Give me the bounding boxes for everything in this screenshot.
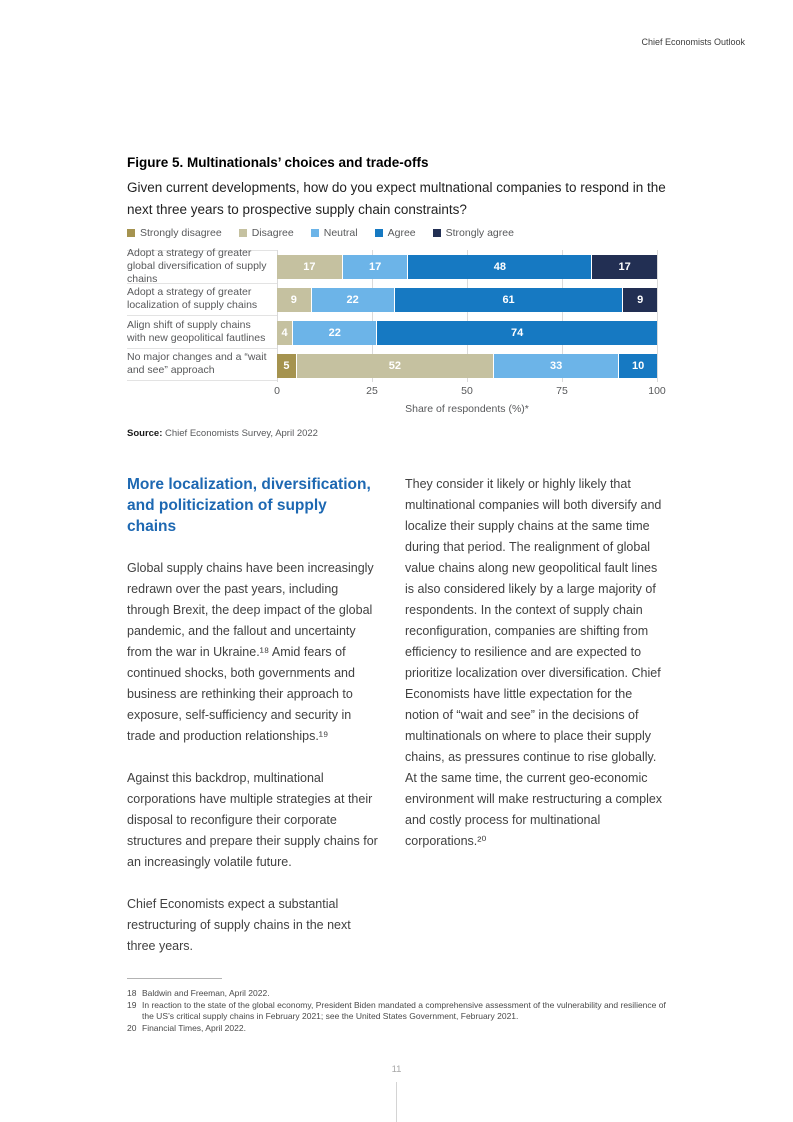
footnote-text: Baldwin and Freeman, April 2022.	[142, 988, 270, 998]
bar-row: 5 52 33 10	[277, 349, 657, 382]
legend-label: Neutral	[323, 227, 358, 239]
chart-row-label: Adopt a strategy of greater localization…	[127, 284, 277, 316]
bar-row: 4 22 74	[277, 316, 657, 349]
chart-row-label: Adopt a strategy of greater global diver…	[127, 247, 277, 285]
bar-segment: 4	[277, 320, 293, 345]
bar-segment: 17	[591, 254, 657, 279]
figure-block: Figure 5. Multinationals’ choices and tr…	[127, 155, 693, 221]
chart-bottom: 0 25 50 75 100 Share of respondents (%)*	[274, 382, 666, 415]
gridline	[657, 250, 658, 382]
legend-item: Strongly disagree	[127, 227, 222, 239]
x-axis-tick: 50	[461, 385, 473, 397]
figure-question: Given current developments, how do you e…	[127, 180, 666, 217]
legend-swatch-icon	[432, 229, 441, 237]
article-right-column: They consider it likely or highly likely…	[405, 474, 668, 978]
x-axis-tick: 75	[556, 385, 568, 397]
footnote-text: In reaction to the state of the global e…	[142, 999, 666, 1022]
footnote: 20 Financial Times, April 2022.	[127, 1023, 675, 1035]
bar-segment: 9	[277, 287, 311, 312]
bar-segment: 52	[295, 353, 493, 378]
bar-segment: 9	[622, 287, 657, 312]
bar-row: 17 17 48 17	[277, 250, 657, 283]
bar-segment: 61	[393, 287, 623, 312]
legend-item: Agree	[374, 227, 416, 239]
stacked-bar: 5 52 33 10	[277, 353, 657, 378]
legend-item: Disagree	[238, 227, 294, 239]
source-line: Source: Chief Economists Survey, April 2…	[127, 428, 318, 439]
legend-item: Neutral	[310, 227, 358, 239]
bar-segment: 17	[341, 254, 408, 279]
x-axis-tick: 0	[274, 385, 280, 397]
x-axis-ticks: 0 25 50 75 100	[274, 382, 666, 397]
legend-swatch-icon	[310, 229, 319, 237]
legend-swatch-icon	[127, 229, 135, 237]
chart-row-label: No major changes and a “wait and see” ap…	[127, 349, 277, 381]
chart-row-labels: Adopt a strategy of greater global diver…	[127, 247, 277, 382]
article-heading: More localization, diversification, and …	[127, 476, 371, 535]
footnote-text: Financial Times, April 2022.	[142, 1022, 246, 1033]
bar-segment: 5	[277, 353, 296, 378]
legend-swatch-icon	[374, 229, 383, 237]
footnotes: 18 Baldwin and Freeman, April 2022. 19 I…	[127, 988, 675, 1034]
figure-title: Figure 5. Multinationals’ choices and tr…	[127, 155, 429, 170]
legend-swatch-icon	[238, 229, 247, 237]
source-label: Source:	[127, 428, 163, 439]
bar-segment: 22	[292, 320, 377, 345]
bar-segment: 48	[407, 254, 592, 279]
footnote: 18 Baldwin and Freeman, April 2022.	[127, 988, 675, 1000]
body-paragraph: They consider it likely or highly likely…	[405, 477, 663, 848]
x-axis-label: Share of respondents (%)*	[405, 403, 529, 415]
bar-segment: 17	[277, 254, 342, 279]
legend-label: Strongly disagree	[140, 227, 222, 239]
body-paragraph: Chief Economists expect a substantial re…	[127, 897, 351, 953]
stacked-bar: 9 22 61 9	[277, 287, 657, 312]
gridline	[277, 250, 278, 382]
source-text: Chief Economists Survey, April 2022	[162, 428, 318, 439]
bar-row: 9 22 61 9	[277, 283, 657, 316]
chart-legend: Strongly disagree Disagree Neutral Agree Str…	[127, 227, 514, 239]
bar-segment: 22	[310, 287, 394, 312]
chart-plot: 17 17 48 17 9 22 61 9 4 22 74 5 52 33 10	[277, 250, 658, 382]
legend-label: Strongly agree	[445, 227, 514, 239]
legend-label: Agree	[387, 227, 416, 239]
footnote: 19 In reaction to the state of the globa…	[127, 1000, 675, 1023]
bottom-rule	[396, 1082, 397, 1122]
running-header: Chief Economists Outlook	[641, 37, 745, 47]
stacked-bar-chart: Adopt a strategy of greater global diver…	[127, 247, 666, 415]
article: More localization, diversification, and …	[127, 474, 668, 978]
footnote-number: 18	[127, 988, 137, 998]
page-number: 11	[391, 1064, 402, 1075]
bar-segment: 33	[492, 353, 619, 378]
footnote-number: 19	[127, 999, 137, 1010]
gridline	[372, 250, 373, 382]
gridline	[467, 250, 468, 382]
stacked-bar: 4 22 74	[277, 320, 657, 345]
legend-item: Strongly agree	[432, 227, 514, 239]
x-axis-tick: 25	[366, 385, 378, 397]
stacked-bar: 17 17 48 17	[277, 254, 657, 279]
x-axis-tick: 100	[648, 385, 666, 397]
body-paragraph: Against this backdrop, multinational cor…	[127, 771, 378, 869]
body-paragraph: Global supply chains have been increasin…	[127, 561, 374, 743]
footnote-divider	[127, 978, 222, 979]
gridline	[562, 250, 563, 382]
bar-segment: 10	[618, 353, 657, 378]
chart-grid: Adopt a strategy of greater global diver…	[127, 247, 658, 382]
article-left-column: More localization, diversification, and …	[127, 474, 378, 978]
bar-segment: 74	[376, 320, 657, 345]
footnote-number: 20	[127, 1022, 137, 1033]
legend-label: Disagree	[251, 227, 294, 239]
chart-row-label: Align shift of supply chains with new ge…	[127, 316, 277, 349]
